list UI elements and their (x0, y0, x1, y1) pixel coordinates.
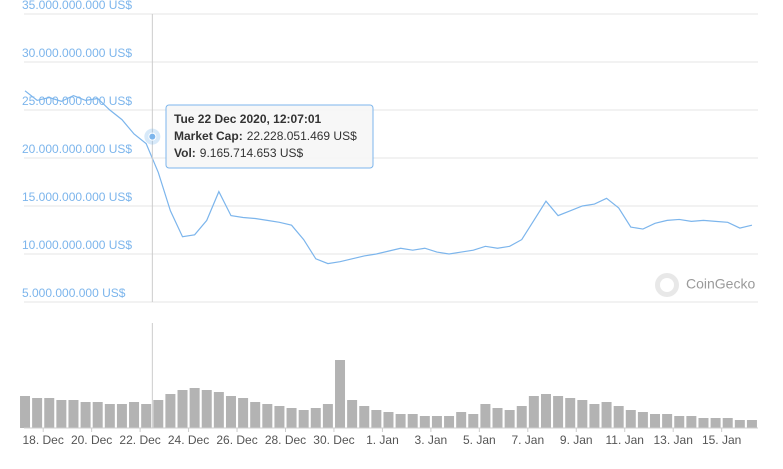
volume-bar (516, 406, 527, 428)
volume-bar (613, 406, 624, 428)
x-tick-label: 28. Dec (265, 433, 306, 447)
volume-bar (407, 414, 418, 428)
volume-bar (419, 416, 430, 428)
volume-bar (650, 414, 661, 428)
volume-bar (238, 398, 249, 428)
volume-bar (68, 400, 79, 428)
volume-bar (698, 418, 709, 428)
y-tick-label: 5.000.000.000 US$ (22, 286, 126, 300)
volume-bar (32, 398, 43, 428)
volume-bar (335, 360, 346, 428)
y-tick-label: 15.000.000.000 US$ (22, 190, 132, 204)
volume-bar (565, 398, 576, 428)
volume-bar (625, 410, 636, 428)
tooltip-label: Market Cap: (174, 129, 243, 143)
volume-bar (56, 400, 67, 428)
volume-bar (129, 402, 140, 428)
tooltip-label: Vol: (174, 146, 196, 160)
tooltip-title: Tue 22 Dec 2020, 12:07:01 (174, 112, 322, 126)
tooltip-box (165, 104, 374, 169)
y-tick-label: 20.000.000.000 US$ (22, 142, 132, 156)
market-cap-line (24, 90, 753, 265)
watermark-logo-inner (660, 278, 674, 292)
volume-bar (746, 420, 757, 428)
x-tick-label: 24. Dec (168, 433, 209, 447)
volume-bar (431, 416, 442, 428)
volume-bar (177, 390, 188, 428)
volume-bar (710, 418, 721, 428)
volume-bar (189, 388, 200, 428)
x-tick-label: 30. Dec (313, 433, 354, 447)
tooltip-value: 9.165.714.653 US$ (200, 146, 304, 160)
x-tick-label: 18. Dec (23, 433, 64, 447)
volume-bar (528, 396, 539, 428)
y-tick-label: 25.000.000.000 US$ (22, 94, 132, 108)
volume-bar (225, 396, 236, 428)
volume-bar (165, 394, 176, 428)
volume-bar (80, 402, 91, 428)
volume-bar (540, 394, 551, 428)
x-tick-label: 20. Dec (71, 433, 112, 447)
volume-bar (347, 400, 358, 428)
volume-bar (104, 404, 115, 428)
volume-bar (662, 414, 673, 428)
volume-bar (492, 408, 503, 428)
volume-bar (577, 400, 588, 428)
x-tick-label: 9. Jan (560, 433, 593, 447)
watermark-text: CoinGecko (686, 276, 755, 292)
x-tick-label: 1. Jan (366, 433, 399, 447)
x-tick-label: 15. Jan (702, 433, 741, 447)
volume-bar (44, 398, 55, 428)
volume-bar (722, 418, 733, 428)
volume-bar (674, 416, 685, 428)
volume-bar (262, 404, 273, 428)
hover-point (148, 132, 157, 141)
volume-bar (92, 402, 103, 428)
volume-bar (383, 412, 394, 428)
volume-bar (153, 400, 164, 428)
volume-bar (553, 396, 564, 428)
volume-bar (601, 402, 612, 428)
volume-bar (359, 406, 370, 428)
volume-bar (371, 410, 382, 428)
y-tick-label: 10.000.000.000 US$ (22, 238, 132, 252)
tooltip: Tue 22 Dec 2020, 12:07:01 Market Cap: 22.2… (165, 104, 374, 169)
watermark: CoinGecko (655, 273, 755, 297)
volume-bar (116, 404, 127, 428)
x-tick-label: 7. Jan (511, 433, 544, 447)
volume-bar (322, 404, 333, 428)
tooltip-value: 22.228.051.469 US$ (247, 129, 357, 143)
volume-bar (480, 404, 491, 428)
volume-bar (504, 410, 515, 428)
x-tick-label: 13. Jan (654, 433, 693, 447)
x-tick-label: 3. Jan (415, 433, 448, 447)
volume-bar (589, 404, 600, 428)
y-tick-label: 35.000.000.000 US$ (22, 0, 132, 12)
volume-bar (20, 396, 31, 428)
volume-bar (468, 414, 479, 428)
x-tick-label: 22. Dec (119, 433, 160, 447)
volume-bar (141, 404, 152, 428)
tooltip-row: Market Cap: 22.228.051.469 US$ (174, 129, 357, 143)
volume-bar (274, 406, 285, 428)
volume-bar (734, 420, 745, 428)
volume-bar (213, 392, 224, 428)
x-tick-label: 26. Dec (216, 433, 257, 447)
x-tick-label: 11. Jan (605, 433, 643, 447)
volume-bar (298, 410, 309, 428)
y-tick-label: 30.000.000.000 US$ (22, 46, 132, 60)
volume-bar (201, 390, 212, 428)
volume-bar (637, 412, 648, 428)
volume-bar (686, 416, 697, 428)
volume-bar (310, 408, 321, 428)
volume-bar (456, 412, 467, 428)
volume-bar (250, 402, 261, 428)
volume-bar (444, 416, 455, 428)
x-tick-label: 5. Jan (463, 433, 496, 447)
volume-bar (395, 414, 406, 428)
tooltip-row: Vol: 9.165.714.653 US$ (174, 146, 304, 160)
volume-bar (286, 408, 297, 428)
